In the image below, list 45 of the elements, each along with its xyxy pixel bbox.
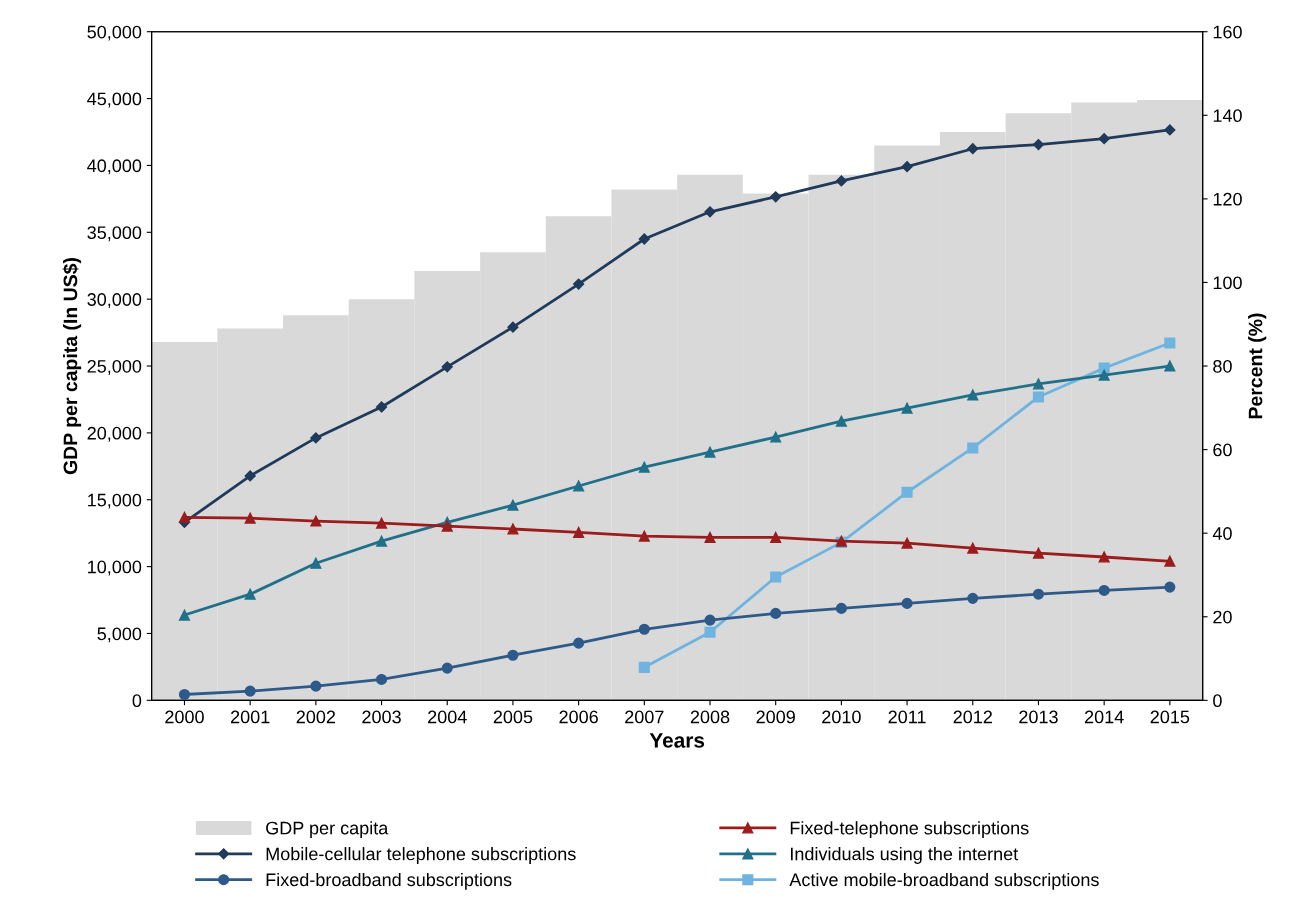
x-tick-label: 2004 [428,710,467,724]
legend-label: GDP per capita [266,821,389,839]
x-tick-label: 2008 [690,710,730,724]
y2-axis-title: Percent (%) [1248,313,1267,419]
x-axis-title: Years [649,733,705,748]
x-tick-label: 2010 [822,710,861,724]
x-tick-label: 2002 [296,710,336,724]
y-tick-label: 45,000 [87,92,142,108]
x-tick-label: 2003 [362,710,401,724]
y-tick-label: 40,000 [87,159,142,175]
legend-label: Mobile-cellular telephone subscriptions [266,847,576,864]
y2-tick-label: 0 [1213,694,1222,708]
y-tick-label: 30,000 [87,293,142,309]
y-axis-title: GDP per capita (In US$) [62,258,82,475]
y2-tick-label: 120 [1213,192,1242,206]
x-tick-label: 2015 [1150,710,1190,724]
y2-tick-label: 40 [1212,527,1232,540]
y2-tick-label: 100 [1213,276,1242,290]
y-tick-label: 20,000 [87,426,142,442]
y-tick-label: 50,000 [87,25,142,41]
y2-tick-label: 140 [1213,109,1242,123]
x-tick-label: 2000 [165,710,204,724]
y-tick-label: 5,000 [97,627,142,643]
x-tick-label: 2006 [559,710,598,724]
legend-label: Individuals using the internet [791,847,1019,864]
x-tick-label: 2007 [625,710,664,724]
y2-tick-label: 80 [1213,359,1232,373]
x-tick-label: 2005 [493,710,533,724]
x-tick-label: 2013 [1019,710,1058,724]
legend-label: Fixed-telephone subscriptions [790,821,1029,839]
y2-tick-label: 160 [1213,25,1242,39]
y2-tick-label: 20 [1213,610,1232,624]
legend-label: Active mobile-broadband subscriptions [789,872,1099,890]
y-tick-label: 0 [132,694,142,708]
x-tick-label: 2012 [953,710,992,724]
x-tick-label: 2014 [1084,710,1124,724]
y2-tick-label: 60 [1213,443,1232,457]
y-tick-label: 15,000 [88,493,142,509]
y-tick-label: 25,000 [87,359,142,375]
y-tick-label: 10,000 [88,560,142,576]
y-tick-label: 35,000 [87,226,142,242]
x-tick-label: 2011 [888,710,926,724]
legend-label: Fixed-broadband subscriptions [266,872,512,890]
x-tick-label: 2001 [231,710,270,724]
x-tick-label: 2009 [756,710,795,724]
